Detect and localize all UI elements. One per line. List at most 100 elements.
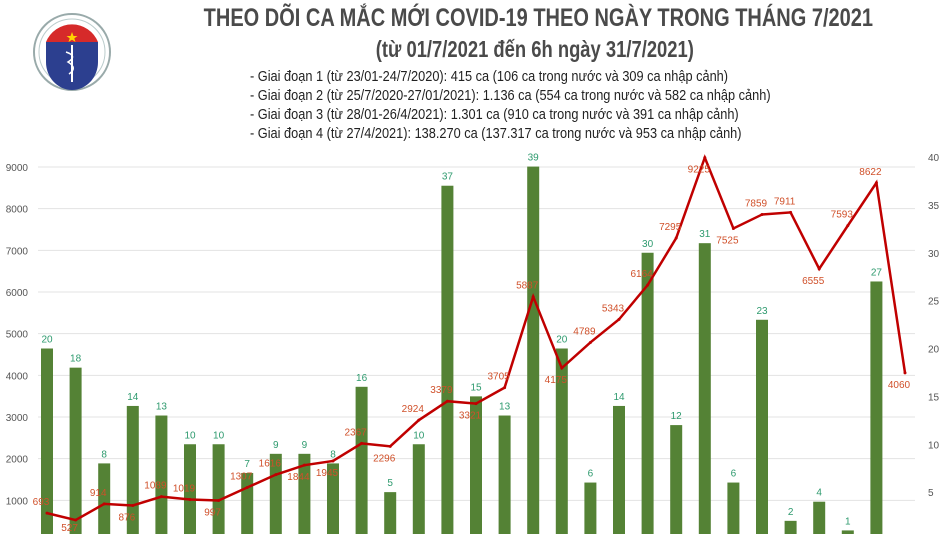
line-point: [674, 236, 678, 240]
bar-label: 30: [642, 239, 654, 250]
line-point: [445, 399, 449, 403]
line-point: [417, 418, 421, 422]
bar-label: 13: [499, 402, 511, 413]
line-label: 693: [33, 497, 50, 508]
bar: [727, 482, 740, 534]
bar-label: 6: [731, 469, 737, 480]
line-point: [188, 498, 192, 502]
line-label: 1019: [173, 484, 196, 495]
bar: [355, 386, 368, 534]
bar-label: 18: [70, 354, 82, 365]
bar-label: 20: [41, 335, 53, 346]
line-point: [217, 498, 221, 502]
right-axis-tick-label: 10: [928, 440, 940, 451]
bar-label: 13: [156, 402, 168, 413]
line-label: 5343: [602, 303, 625, 314]
phase-2: - Giai đoạn 2 (từ 25/7/2020-27/01/2021):…: [250, 88, 771, 104]
bar: [412, 444, 425, 534]
line-label: 527: [61, 523, 78, 534]
bar-label: 16: [356, 373, 368, 384]
line-label: 1089: [144, 481, 167, 492]
left-axis-tick-label: 1000: [6, 496, 29, 507]
right-axis-tick-label: 5: [928, 488, 934, 499]
left-axis-tick-label: 5000: [6, 330, 29, 341]
bar: [813, 501, 826, 534]
bar: [298, 453, 311, 534]
bar: [641, 252, 654, 534]
bar-label: 37: [442, 172, 454, 183]
left-axis-tick-label: 3000: [6, 413, 29, 424]
line-point: [302, 463, 306, 467]
bar-label: 23: [756, 306, 768, 317]
bar-label: 15: [470, 382, 482, 393]
bar: [441, 185, 454, 534]
bar-label: 10: [213, 430, 225, 441]
bar-label: 39: [528, 153, 540, 164]
line-point: [45, 511, 49, 515]
right-axis-tick-label: 15: [928, 392, 940, 403]
bar: [327, 463, 339, 534]
bar: [126, 405, 139, 534]
line-point: [703, 156, 707, 160]
line-point: [131, 504, 135, 507]
left-axis-tick-label: 8000: [6, 205, 29, 216]
line-label: 4060: [888, 380, 911, 391]
bar-label: 4: [816, 488, 822, 499]
line-point: [388, 444, 392, 448]
line-label: 2924: [402, 404, 425, 415]
line-point: [474, 402, 478, 406]
line-point: [817, 267, 821, 271]
bar: [584, 482, 597, 534]
right-axis-tick-label: 35: [928, 201, 940, 212]
line-point: [760, 213, 764, 217]
line-point: [531, 295, 535, 299]
line-label: 8622: [859, 167, 882, 178]
bar: [756, 319, 768, 534]
bar: [69, 367, 82, 534]
bar-label: 5: [387, 478, 393, 489]
bar-label: 10: [413, 430, 425, 441]
line-point: [245, 486, 249, 490]
line-label: 4789: [573, 326, 596, 337]
line-label: 7911: [774, 196, 796, 207]
bar-label: 27: [871, 267, 883, 278]
line-label: 6555: [802, 276, 825, 287]
bar-label: 2: [788, 507, 794, 518]
bar: [841, 530, 854, 534]
line-label: 7859: [745, 199, 768, 210]
bar-label: 20: [556, 335, 568, 346]
chart-subtitle-row: (từ 01/7/2021 đến 6h ngày 31/7/2021): [120, 36, 950, 63]
phase-summary: - Giai đoạn 1 (từ 23/01-24/7/2020): 415 …: [250, 68, 771, 144]
line-label: 4175: [545, 375, 568, 386]
bar: [555, 348, 568, 534]
bar: [498, 415, 511, 534]
right-axis-tick-label: 25: [928, 297, 940, 308]
line-label: 3321: [459, 411, 482, 422]
bar: [870, 281, 883, 534]
bar: [184, 444, 196, 534]
bar: [670, 425, 683, 534]
bar-label: 14: [613, 392, 625, 403]
ministry-of-health-logo: [33, 13, 111, 91]
phase-1: - Giai đoạn 1 (từ 23/01-24/7/2020): 415 …: [250, 69, 729, 85]
line-label: 2367: [344, 427, 367, 438]
bar-label: 10: [184, 430, 196, 441]
right-axis-tick-label: 20: [928, 345, 940, 356]
chart-title: THEO DÕI CA MẮC MỚI COVID-19 THEO NGÀY T…: [203, 4, 874, 32]
line-label: 1307: [230, 472, 253, 483]
line-label: 9225: [688, 165, 711, 176]
bar: [613, 405, 625, 534]
left-axis-tick-label: 6000: [6, 288, 29, 299]
line-point: [274, 473, 278, 477]
left-axis-tick-label: 2000: [6, 455, 29, 466]
bar: [41, 348, 53, 534]
line-label: 3379: [430, 385, 453, 396]
bar-label: 8: [101, 449, 107, 460]
line-point: [789, 210, 793, 214]
bar-label: 12: [671, 411, 683, 422]
bar: [384, 492, 397, 534]
line-label: 5887: [516, 281, 539, 292]
line-point: [159, 495, 163, 499]
bar-label: 14: [127, 392, 139, 403]
line-label: 6164: [630, 269, 653, 280]
